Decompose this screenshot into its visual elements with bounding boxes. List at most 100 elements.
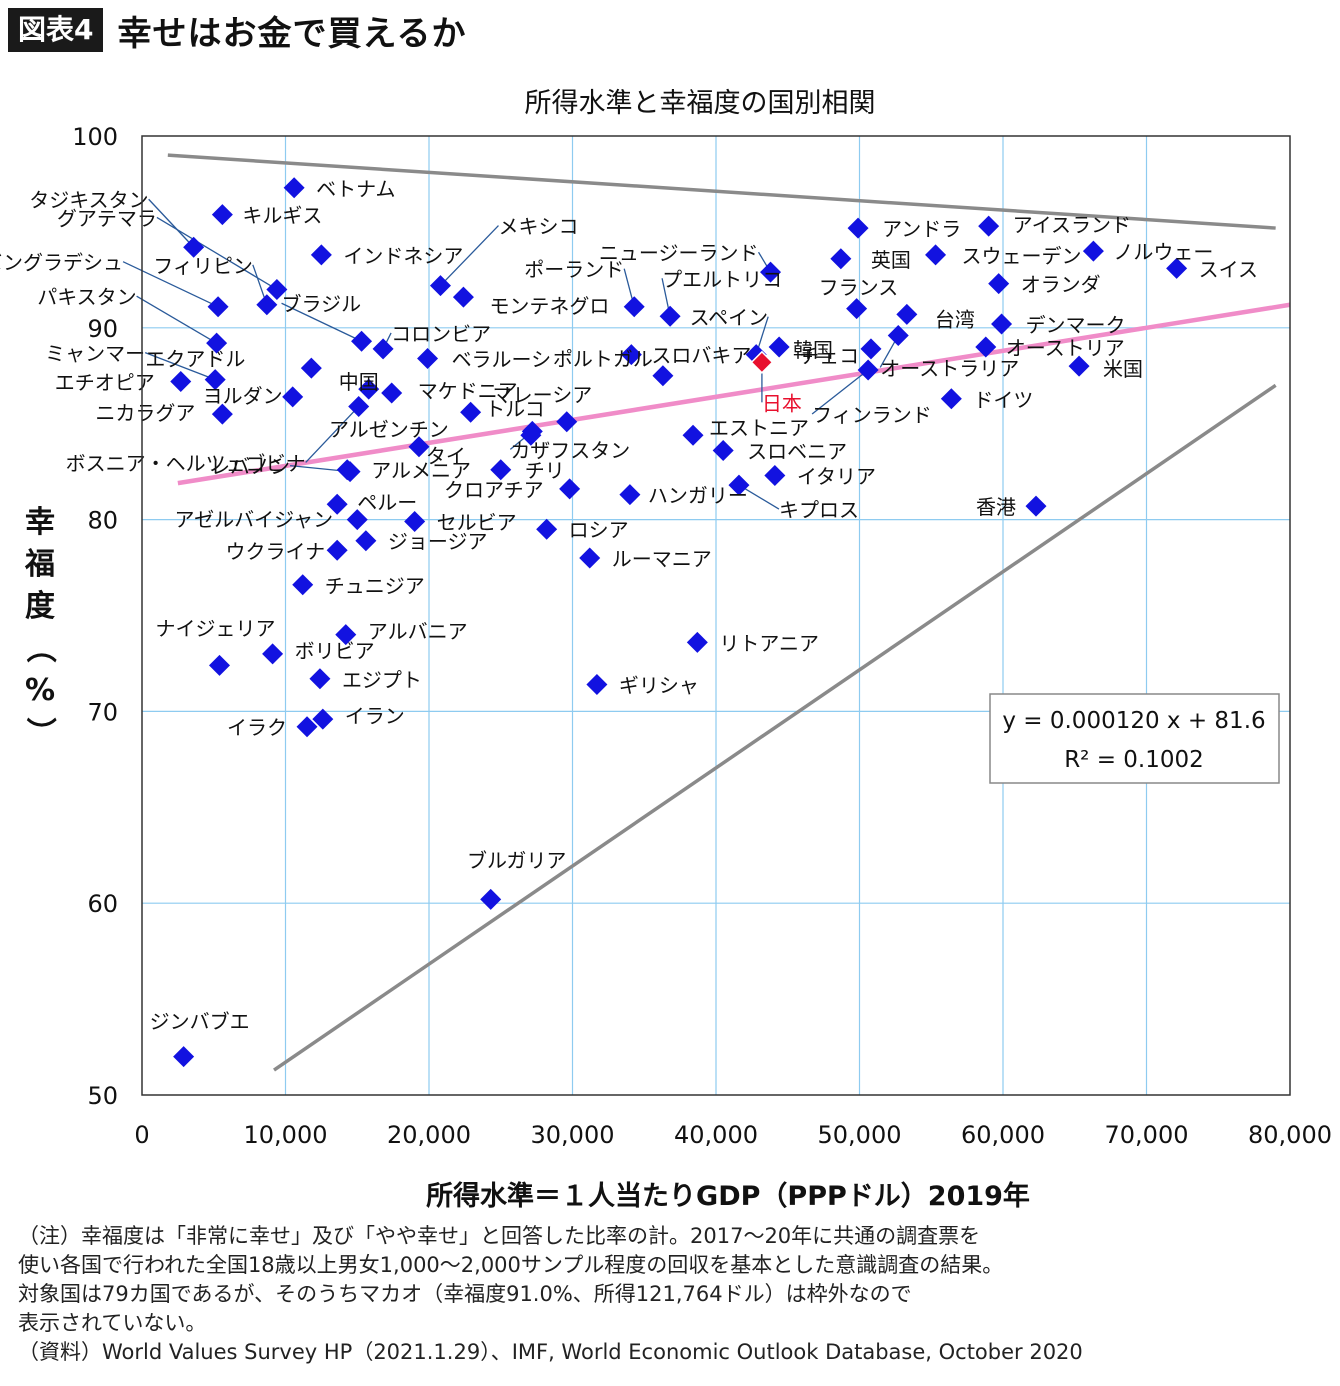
data-point-66 — [857, 359, 879, 381]
point-label: アゼルバイジャン — [175, 507, 334, 531]
point-label: ボリビア — [295, 639, 375, 663]
point-label: エチオピア — [55, 371, 155, 395]
data-points — [170, 177, 1188, 1068]
data-point-12 — [429, 275, 451, 297]
point-label: レバノン — [210, 455, 290, 479]
data-point-5 — [256, 294, 278, 316]
data-point-52 — [620, 344, 642, 366]
leader-line — [811, 369, 869, 415]
data-point-29 — [619, 484, 641, 506]
point-label: リトアニア — [719, 631, 819, 655]
equation-line: y = 0.000120 x + 81.6 — [1002, 708, 1265, 734]
envelope-line — [167, 153, 1276, 230]
point-label: オーストリア — [1006, 336, 1125, 360]
data-point-50 — [760, 261, 782, 283]
point-label: プエルトリコ — [662, 267, 782, 291]
x-tick-label: 20,000 — [387, 1121, 471, 1149]
data-point-73 — [988, 273, 1010, 295]
data-point-62 — [847, 217, 869, 239]
data-point-31 — [346, 509, 368, 531]
point-label: オーストラリア — [880, 356, 1019, 380]
point-label: パキスタン — [37, 285, 136, 309]
data-point-56 — [556, 411, 578, 433]
data-point-7 — [206, 332, 228, 354]
x-tick-label: 30,000 — [531, 1121, 615, 1149]
data-point-17 — [417, 347, 439, 369]
data-point-13 — [452, 286, 474, 308]
point-label: キルギス — [242, 204, 322, 228]
data-point-38 — [335, 624, 357, 646]
data-point-26 — [336, 459, 358, 481]
point-label: ヨルダン — [203, 384, 283, 408]
reference-lines — [167, 153, 1291, 1072]
x-tick-label: 0 — [134, 1121, 149, 1149]
leader-line — [440, 225, 499, 287]
x-tick-label: 40,000 — [674, 1121, 758, 1149]
leader-line — [305, 405, 360, 463]
point-label: スロバキア — [651, 344, 751, 368]
data-point-30 — [326, 493, 348, 515]
point-label: アルバニア — [368, 620, 468, 644]
data-point-70 — [925, 244, 947, 266]
point-label: セルビア — [437, 511, 517, 535]
data-point-48 — [623, 296, 645, 318]
point-label: ニカラグア — [95, 401, 195, 425]
data-point-47 — [173, 1046, 195, 1068]
y-tick-label: 70 — [87, 698, 118, 726]
point-label: ボスニア・ヘルツェゴビナ — [66, 451, 306, 475]
data-point-60 — [764, 464, 786, 486]
envelope-line — [273, 383, 1277, 1072]
data-point-58 — [682, 424, 704, 446]
data-point-71 — [1082, 240, 1104, 262]
leader-line — [144, 351, 216, 381]
data-point-63 — [830, 248, 852, 270]
point-label: アイスランド — [1013, 213, 1131, 237]
point-label: ブルガリア — [467, 848, 566, 872]
point-label: ルーマニア — [612, 547, 712, 571]
point-label: トルコ — [485, 397, 545, 421]
data-point-39 — [208, 654, 230, 676]
point-label: イタリア — [797, 464, 876, 488]
point-label: ロシア — [569, 518, 629, 542]
data-point-75 — [975, 336, 997, 358]
footnotes: （注）幸福度は「非常に幸せ」及び「やや幸せ」と回答した比率の計。2017～20年… — [18, 1222, 1328, 1367]
note-line: （資料）World Values Survey HP（2021.1.29）、IM… — [18, 1340, 1083, 1364]
figure-title: 幸せはお金で買えるか — [117, 13, 467, 54]
data-point-18 — [358, 378, 380, 400]
data-point-14 — [351, 330, 373, 352]
point-label: チュニジア — [325, 574, 425, 598]
point-label: ウクライナ — [226, 539, 326, 563]
point-label: 香港 — [976, 495, 1016, 519]
data-point-19 — [282, 386, 304, 408]
data-point-64 — [846, 298, 868, 320]
trend-line — [177, 302, 1291, 486]
point-label: スロベニア — [747, 440, 847, 464]
point-label: ポーランド — [524, 258, 624, 282]
leader-line — [281, 302, 362, 342]
x-tick-label: 70,000 — [1105, 1121, 1189, 1149]
y-tick-label: 60 — [87, 890, 118, 918]
point-label: エストニア — [709, 416, 809, 440]
data-point-78 — [1025, 495, 1047, 517]
data-point-4 — [266, 278, 288, 300]
leader-line — [122, 261, 219, 308]
point-label: ドイツ — [973, 388, 1033, 412]
data-point-8 — [204, 369, 226, 391]
data-point-61 — [728, 474, 750, 496]
axes: 0 10,000 20,000 30,000 40,000 50,000 60,000 70,… — [72, 123, 1332, 1149]
point-label: 英国 — [871, 248, 911, 272]
data-point-34 — [355, 530, 377, 552]
r-squared-line: R² = 0.1002 — [1064, 747, 1204, 773]
point-label: 中国 — [339, 370, 379, 394]
data-point-36 — [579, 547, 601, 569]
point-label: メキシコ — [498, 215, 578, 239]
point-label: ベラルーシ — [452, 347, 552, 371]
point-label: オランダ — [1021, 273, 1101, 297]
point-label: アルゼンチン — [329, 418, 449, 442]
data-point-45 — [296, 716, 318, 738]
data-point-22 — [460, 401, 482, 423]
y-axis-label-char: % — [25, 673, 55, 708]
data-point-40 — [262, 643, 284, 665]
